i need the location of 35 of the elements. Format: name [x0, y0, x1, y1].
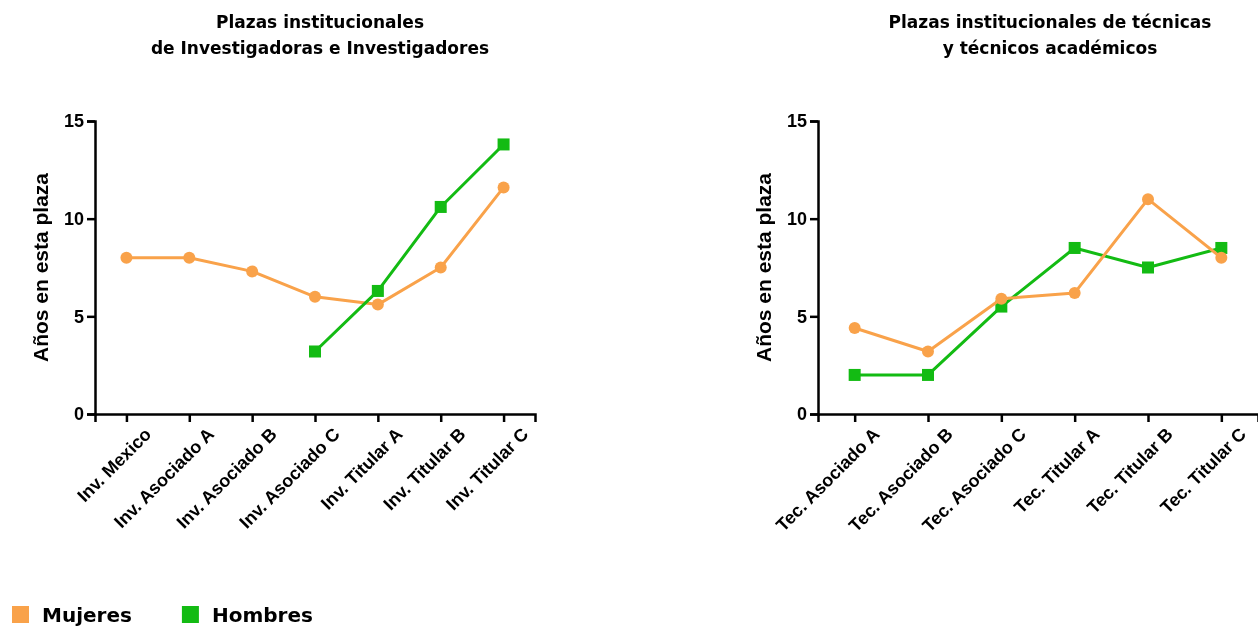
point	[309, 290, 321, 303]
y-tick-label: 0	[73, 404, 84, 425]
legend-label: Hombres	[211, 603, 313, 626]
point	[434, 261, 447, 274]
legend-label: Mujeres	[42, 603, 132, 626]
point	[1142, 193, 1154, 206]
point	[309, 345, 321, 358]
point	[848, 368, 861, 381]
chart-title: Plazas institucionales de Investigadoras e Investigadores	[150, 12, 490, 58]
y-tick-label: 15	[786, 111, 807, 132]
chart-title: Plazas institucionales de técnicas y técnicos académicos	[888, 12, 1212, 58]
point	[1215, 251, 1228, 264]
point	[1068, 286, 1081, 299]
y-tick-label: 10	[63, 208, 84, 229]
point	[1068, 241, 1081, 254]
point	[371, 284, 384, 297]
point	[183, 251, 196, 264]
point	[497, 181, 510, 194]
y-tick-label: 5	[796, 306, 807, 327]
point	[1142, 261, 1154, 274]
y-axis-title: Años en esta plaza	[29, 172, 52, 363]
point	[848, 322, 861, 335]
point	[120, 251, 133, 264]
point	[995, 292, 1008, 305]
point	[922, 345, 934, 358]
point	[922, 368, 934, 381]
point	[246, 265, 259, 278]
point	[497, 138, 510, 151]
y-tick-label: 15	[63, 111, 84, 132]
y-tick-label: 5	[73, 306, 84, 327]
point	[434, 200, 447, 213]
y-axis-title: Años en esta plaza	[752, 172, 775, 363]
point	[371, 298, 384, 311]
y-tick-label: 10	[786, 208, 807, 229]
y-tick-label: 0	[796, 404, 807, 425]
